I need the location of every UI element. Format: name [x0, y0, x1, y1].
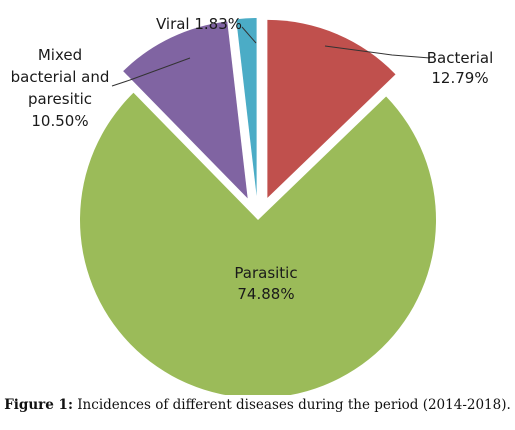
slice-label-bacterial-name: Bacterial	[427, 49, 494, 67]
pie-slice-mixed	[123, 21, 248, 199]
slice-label-mixed-value: 10.50%	[31, 112, 88, 130]
slice-label-parasitic-name: Parasitic	[234, 264, 297, 282]
figure-caption: Figure 1: Incidences of different diseas…	[0, 397, 515, 413]
pie-slice-parasitic	[80, 92, 436, 395]
pie-slice-viral	[236, 18, 257, 197]
leader-lines	[111, 26, 431, 87]
figure-caption-label: Figure 1:	[4, 397, 73, 413]
leader-bacterial	[324, 45, 431, 59]
pie-slice-bacterial	[267, 19, 396, 198]
pie-slices	[80, 18, 436, 395]
slice-label-mixed-line3: paresitic	[28, 90, 92, 108]
leader-viral	[241, 26, 257, 44]
slice-label-mixed-line1: Mixed	[38, 46, 82, 64]
slice-label-parasitic-value: 74.88%	[237, 285, 294, 303]
slice-label-bacterial-value: 12.79%	[431, 69, 488, 87]
figure-caption-text: Incidences of different diseases during …	[72, 397, 511, 413]
slice-label-viral: Viral 1.83%	[156, 15, 242, 33]
pie-chart: Viral 1.83% Bacterial 12.79% Mixed bacte…	[11, 15, 494, 395]
slice-label-mixed-line2: bacterial and	[11, 68, 110, 86]
leader-mixed	[111, 57, 191, 87]
